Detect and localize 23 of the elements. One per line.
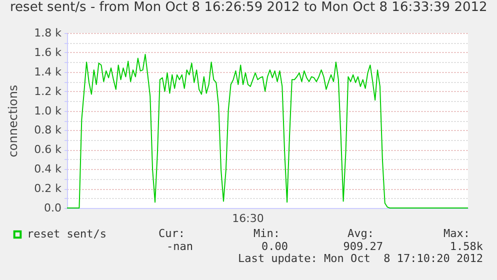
text: 1.58k [450,240,483,253]
text: Last update: Mon Oct 8 17:10:20 2012 [238,252,483,265]
y-tick-label: 0.4 k [34,162,62,176]
y-axis-title: connections [6,84,20,158]
text: 16:30 [232,212,264,225]
text: Max: [444,227,470,240]
y-tick-label: 0.6 k [34,143,62,156]
text: Cur: [158,227,185,240]
y-tick-label: 1.8 k [34,26,62,40]
text: -nan [166,240,193,253]
y-tick-label: 1.6 k [34,46,62,59]
y-tick-label: 1.4 k [34,65,62,78]
y-tick-label: 0.8 k [34,124,62,137]
chart-title: reset sent/s - from Mon Oct 8 16:26:59 2012 to Mon Oct 8 16:33:39 2012 [10,0,488,15]
y-tick-label: 0.2 k [34,182,62,196]
text: Min: [254,227,280,240]
text: Avg: [348,227,374,240]
legend-label: reset sent/s [27,228,106,240]
text: 909.27 [343,240,383,253]
y-tick-label: 1.0 k [34,104,62,118]
y-tick-label: 0.0 [44,202,62,214]
text: 0.00 [262,240,288,253]
y-tick-label: 1.2 k [34,84,62,98]
